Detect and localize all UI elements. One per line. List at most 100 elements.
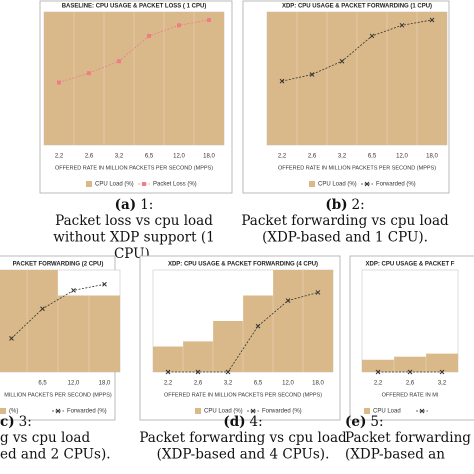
chart: XDP: CPU USAGE & PACKET F 2,2 2,6 3,2 OFFERE…: [345, 255, 474, 463]
series-line: [281, 19, 433, 82]
legend-swatch: [0, 408, 6, 414]
x-tick-label: 12,0: [396, 154, 408, 160]
cpu-bar: [327, 12, 357, 145]
cpu-bar: [104, 12, 134, 145]
legend-label: CPU Load (%): [318, 182, 357, 188]
x-tick-label: 2,2: [55, 154, 64, 160]
caption-text: 3:: [19, 414, 32, 430]
marker: [339, 58, 345, 64]
chart: XDP: CPU USAGE & PACKET FORWARDING (4 CP…: [139, 255, 347, 463]
caption-text: 5:: [370, 414, 383, 430]
marker: [399, 22, 405, 28]
caption-line: (b) 2:: [325, 197, 364, 213]
marker: [407, 369, 413, 375]
x-tick-label: 6,5: [254, 381, 263, 387]
x-tick-label: 18,0: [426, 154, 438, 160]
cpu-bar: [243, 295, 273, 372]
cpu-bar: [357, 12, 387, 145]
caption-line: (XDP-based an: [345, 447, 445, 463]
marker: [40, 306, 45, 312]
legend-swatch: [309, 181, 315, 187]
x-tick-label: 18,0: [312, 381, 324, 387]
caption-line: (XDP-based and 1 CPU).: [262, 230, 428, 246]
x-tick-label: 3,2: [438, 381, 447, 387]
marker: [369, 33, 375, 39]
series-line: [58, 19, 210, 83]
marker: [117, 59, 121, 64]
caption-line: (e) 5:: [345, 414, 384, 430]
marker: [255, 323, 261, 329]
x-tick-label: 3,2: [338, 154, 347, 160]
x-tick-label: 2,2: [374, 381, 383, 387]
cpu-bar: [303, 270, 333, 372]
x-tick-label: 6,5: [145, 154, 154, 160]
cpu-bar: [394, 356, 426, 372]
x-tick-label: 3,2: [224, 381, 233, 387]
chart-title: BASELINE: CPU USAGE & PACKET LOSS ( 1 CP…: [62, 4, 207, 10]
cpu-bar: [89, 295, 120, 372]
cpu-bar: [267, 12, 297, 145]
legend-swatch: [364, 408, 370, 414]
caption-line: without XDP support (1: [53, 230, 214, 246]
marker: [285, 298, 291, 303]
marker: [142, 182, 146, 186]
marker: [165, 369, 171, 375]
cpu-bar: [183, 341, 213, 372]
chart-title: XDP: CPU USAGE & PACKET FORWARDING (1 CP…: [282, 4, 432, 10]
x-axis-label: MILLION PACKETS PER SECOND (MPPS): [4, 392, 112, 398]
caption-line: Packet forwarding vs cpu load: [139, 430, 347, 446]
x-tick-label: 2,6: [194, 381, 203, 387]
cpu-bar: [44, 12, 74, 145]
caption-label: c): [0, 414, 15, 430]
caption-line: g vs cpu load: [0, 430, 90, 446]
caption-line: ed and 2 CPUs).: [0, 447, 111, 463]
caption-line: (a) 1:: [115, 197, 154, 213]
legend-swatch: [86, 181, 92, 187]
x-axis-label: OFFERED RATE IN MI: [382, 392, 439, 398]
marker: [429, 17, 435, 23]
caption-line: (XDP-based and 4 CPUs).: [157, 447, 330, 463]
chart: PACKET FORWARDING (2 CPU) 6,5 12,0 18,0 MILL…: [0, 255, 121, 463]
marker: [250, 408, 256, 414]
cpu-bar: [387, 12, 417, 145]
caption-text: 1:: [140, 197, 153, 213]
legend-swatch: [195, 408, 201, 414]
marker: [147, 33, 151, 38]
legend-label: CPU Load (%): [95, 182, 134, 188]
chart: XDP: CPU USAGE & PACKET FORWARDING (1 CP…: [241, 0, 450, 246]
caption-label: (d): [223, 414, 245, 430]
caption-line: (d) 4:: [223, 414, 262, 430]
cpu-bar: [213, 321, 243, 372]
chart-title: XDP: CPU USAGE & PACKET FORWARDING (4 CP…: [168, 262, 318, 268]
x-tick-label: 3,2: [115, 154, 124, 160]
caption-label: (a): [115, 197, 137, 213]
x-tick-label: 6,5: [368, 154, 377, 160]
chart: BASELINE: CPU USAGE & PACKET LOSS ( 1 CP…: [39, 0, 233, 262]
marker: [315, 290, 321, 295]
marker: [177, 23, 181, 28]
caption-label: (e): [345, 414, 366, 430]
caption-line: Packet loss vs cpu load: [55, 213, 213, 229]
x-tick-label: 2,6: [85, 154, 94, 160]
marker: [364, 181, 370, 187]
marker: [439, 369, 445, 375]
marker: [419, 408, 425, 414]
marker: [9, 335, 14, 341]
marker: [195, 369, 201, 375]
caption-line: c) 3:: [0, 414, 32, 430]
chart-title: XDP: CPU USAGE & PACKET F: [366, 262, 455, 268]
legend-label: (%): [9, 409, 18, 415]
cpu-bar: [134, 12, 164, 145]
x-tick-label: 18,0: [203, 154, 215, 160]
marker: [375, 369, 381, 375]
legend-label: Forwarded (%): [376, 182, 416, 188]
caption-text: 4:: [250, 414, 263, 430]
x-tick-label: 2,2: [164, 381, 173, 387]
cpu-bar: [0, 270, 27, 372]
x-tick-label: 6,5: [38, 381, 47, 387]
legend-label: CPU Load (%): [204, 409, 243, 415]
marker: [102, 281, 107, 287]
cpu-bar: [417, 12, 447, 145]
x-axis-label: OFFERED RATE IN MILLION PACKETS PER SECO…: [55, 165, 213, 171]
